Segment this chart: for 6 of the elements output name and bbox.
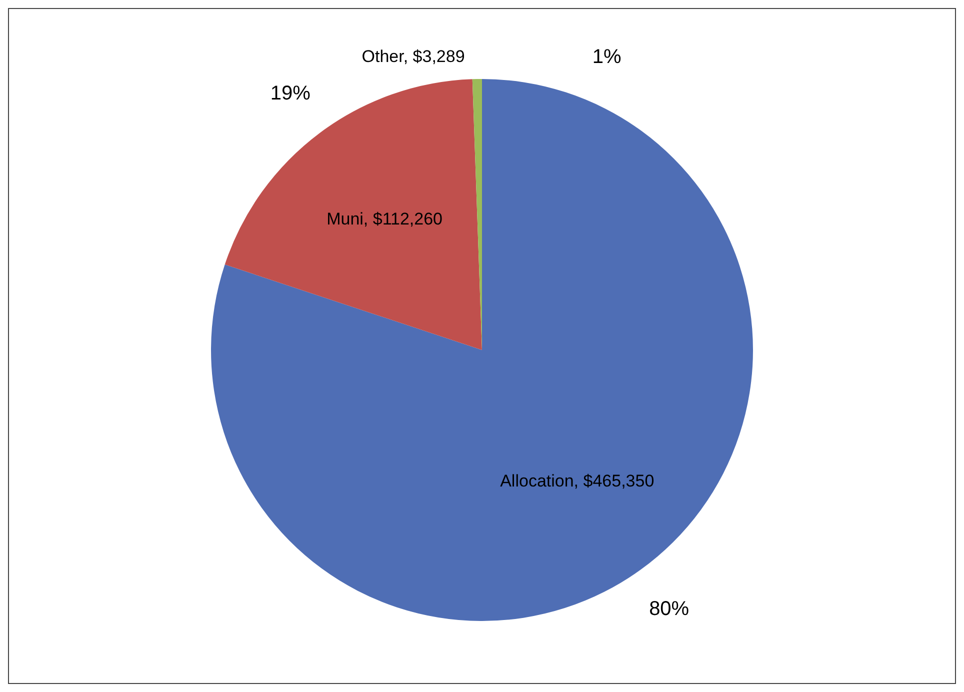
text: 1% bbox=[592, 46, 622, 68]
slice-label: Other, $3,289 bbox=[362, 47, 465, 66]
slice-label: Allocation, $465,350 bbox=[500, 472, 654, 491]
text: 19% bbox=[270, 82, 311, 105]
slice-label: Muni, $112,260 bbox=[326, 210, 443, 229]
text: 80% bbox=[649, 598, 690, 620]
